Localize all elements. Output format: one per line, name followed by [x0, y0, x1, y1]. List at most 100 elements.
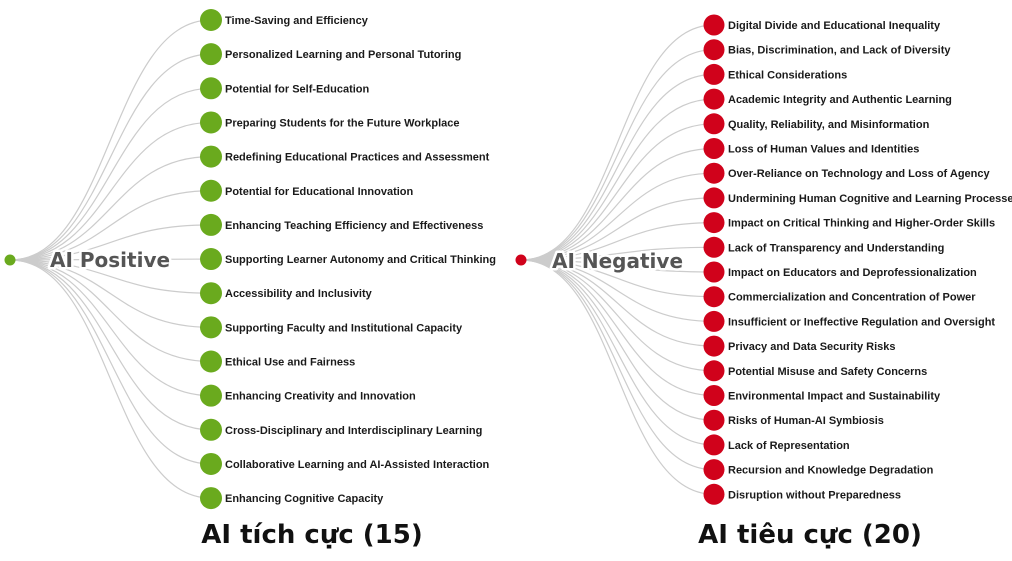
link-group	[9, 19, 212, 499]
leaf-node-positive[interactable]	[200, 145, 222, 168]
ai-positive-caption: AI tích cực (15)	[201, 520, 423, 550]
leaf-label: Accessibility and Inclusivity	[225, 288, 373, 300]
tree-link	[520, 259, 715, 322]
leaf-node-negative[interactable]	[703, 310, 725, 332]
leaf-node-negative[interactable]	[703, 14, 725, 36]
leaf-label: Time-Saving and Efficiency	[225, 15, 369, 27]
tree-link	[9, 259, 212, 465]
leaf-node-positive[interactable]	[200, 487, 222, 510]
tree-link	[520, 259, 715, 347]
leaf-node-negative[interactable]	[703, 138, 725, 159]
tree-link	[520, 197, 715, 261]
tree-link	[520, 259, 715, 421]
tree-link	[520, 259, 715, 446]
tree-link	[9, 19, 212, 261]
leaf-node-positive[interactable]	[200, 418, 222, 441]
leaf-node-positive[interactable]	[200, 9, 222, 31]
leaf-label: Potential Misuse and Safety Concerns	[728, 366, 927, 378]
leaf-node-negative[interactable]	[703, 236, 725, 258]
root-node-positive[interactable]	[4, 254, 16, 266]
leaf-label: Privacy and Data Security Risks	[728, 341, 896, 353]
leaf-label: Ethical Considerations	[728, 69, 847, 81]
leaf-label: Collaborative Learning and AI-Assisted I…	[225, 459, 490, 471]
leaf-node-negative[interactable]	[703, 360, 725, 382]
leaf-node-positive[interactable]	[200, 384, 222, 407]
leaf-node-positive[interactable]	[200, 213, 222, 236]
leaf-label: Lack of Representation	[728, 440, 850, 452]
tree-link	[9, 259, 212, 328]
leaf-label: Digital Divide and Educational Inequalit…	[728, 20, 941, 32]
tree-link	[520, 73, 715, 261]
tree-link	[9, 190, 212, 261]
leaf-node-positive[interactable]	[200, 248, 222, 271]
leaf-label: Potential for Self-Education	[225, 83, 370, 95]
leaf-node-positive[interactable]	[200, 452, 222, 475]
leaf-node-negative[interactable]	[703, 261, 725, 283]
leaf-node-positive[interactable]	[200, 350, 222, 373]
leaf-node-negative[interactable]	[703, 335, 725, 357]
leaf-node-negative[interactable]	[703, 39, 725, 61]
leaf-label: Bias, Discrimination, and Lack of Divers…	[728, 45, 951, 57]
tree-link	[520, 123, 715, 261]
leaf-label: Impact on Educators and Deprofessionaliz…	[728, 267, 977, 279]
tree-link	[520, 259, 715, 471]
leaf-label: Personalized Learning and Personal Tutor…	[225, 49, 461, 61]
leaf-node-positive[interactable]	[200, 111, 222, 134]
root-node-negative[interactable]	[515, 254, 527, 266]
leaf-node-negative[interactable]	[703, 459, 725, 481]
leaf-node-positive[interactable]	[200, 316, 222, 339]
tree-link	[520, 246, 715, 261]
tree-link	[520, 259, 715, 273]
leaf-node-negative[interactable]	[703, 212, 725, 234]
leaf-node-negative[interactable]	[703, 88, 725, 110]
leaf-label: Insufficient or Ineffective Regulation a…	[728, 316, 995, 328]
leaf-node-negative[interactable]	[703, 63, 725, 85]
tree-link	[9, 87, 212, 261]
leaf-node-negative[interactable]	[703, 286, 725, 308]
tree-link	[9, 259, 212, 431]
tree-link	[520, 98, 715, 261]
tree-link	[9, 258, 212, 261]
leaf-label: Quality, Reliability, and Misinformation	[728, 119, 930, 131]
leaf-label: Cross-Disciplinary and Interdisciplinary…	[225, 425, 482, 437]
leaf-label: Lack of Transparency and Understanding	[728, 242, 944, 254]
leaf-node-negative[interactable]	[703, 434, 725, 456]
leaf-node-negative[interactable]	[703, 162, 725, 184]
leaf-node-negative[interactable]	[703, 483, 725, 505]
leaf-group: Time-Saving and Efficiency Personalized L…	[200, 9, 496, 510]
tree-link	[520, 147, 715, 261]
tree-link	[9, 53, 212, 261]
leaf-label: Redefining Educational Practices and Ass…	[225, 152, 490, 164]
leaf-label: Commercialization and Concentration of P…	[728, 292, 976, 304]
leaf-label: Enhancing Cognitive Capacity	[225, 493, 384, 505]
tree-link	[9, 259, 212, 397]
link-group	[520, 24, 715, 495]
leaf-node-positive[interactable]	[200, 77, 222, 100]
leaf-label: Enhancing Teaching Efficiency and Effect…	[225, 220, 483, 232]
tree-link	[9, 259, 212, 294]
leaf-label: Over-Reliance on Technology and Loss of …	[728, 168, 990, 180]
leaf-label: Risks of Human-AI Symbiosis	[728, 415, 884, 427]
leaf-label: Recursion and Knowledge Degradation	[728, 465, 934, 477]
leaf-label: Potential for Educational Innovation	[225, 186, 414, 198]
root-label-negative: AI Negative	[552, 249, 683, 273]
leaf-node-negative[interactable]	[703, 187, 725, 209]
leaf-node-negative[interactable]	[703, 385, 725, 406]
leaf-label: Undermining Human Cognitive and Learning…	[728, 193, 1012, 205]
leaf-node-positive[interactable]	[200, 282, 222, 305]
leaf-label: Impact on Critical Thinking and Higher-O…	[728, 218, 995, 230]
ai-negative-tree: Digital Divide and Educational Inequalit…	[515, 14, 1012, 505]
tree-link	[9, 156, 212, 261]
tree-link	[520, 172, 715, 261]
leaf-label: Disruption without Preparedness	[728, 489, 901, 501]
tree-link	[9, 121, 212, 261]
leaf-node-negative[interactable]	[703, 409, 725, 431]
leaf-node-negative[interactable]	[703, 113, 725, 135]
tree-link	[520, 259, 715, 495]
leaf-node-positive[interactable]	[200, 179, 222, 202]
tree-link	[9, 259, 212, 499]
leaf-label: Academic Integrity and Authentic Learnin…	[728, 94, 952, 106]
leaf-node-positive[interactable]	[200, 43, 222, 66]
tree-link	[520, 49, 715, 261]
